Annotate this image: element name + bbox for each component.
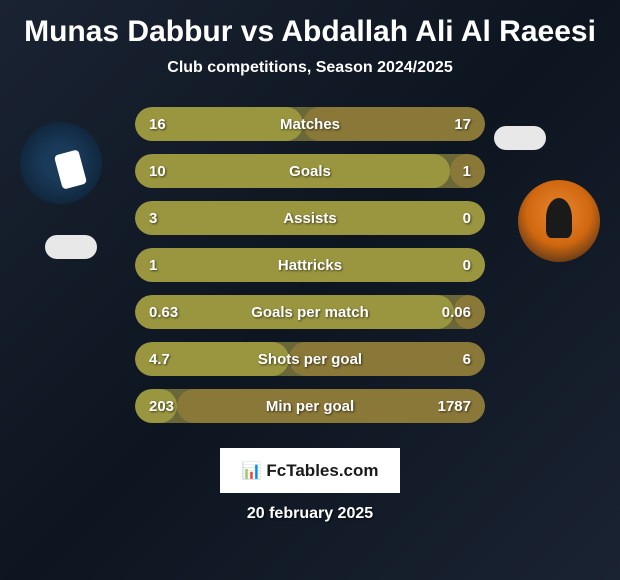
stat-bar: 0.63Goals per match0.06: [135, 295, 485, 329]
stats-list: 16Matches1710Goals13Assists01Hattricks00…: [135, 107, 485, 423]
stat-bar: 4.7Shots per goal6: [135, 342, 485, 376]
player2-avatar: [518, 180, 600, 262]
stat-right-value: 0: [463, 210, 471, 227]
stat-label: Min per goal: [135, 398, 485, 415]
fctables-logo[interactable]: 📊 FcTables.com: [220, 448, 400, 493]
comparison-container: Munas Dabbur vs Abdallah Ali Al Raeesi C…: [0, 0, 620, 580]
stat-right-value: 1: [463, 163, 471, 180]
chart-icon: 📊: [241, 461, 261, 481]
stat-bar: 16Matches17: [135, 107, 485, 141]
stat-bar: 1Hattricks0: [135, 248, 485, 282]
player1-avatar: [20, 122, 102, 204]
date-text: 20 february 2025: [20, 505, 600, 523]
player1-flag: [45, 235, 97, 259]
stat-row: 10Goals1: [135, 154, 485, 188]
stat-bar: 203Min per goal1787: [135, 389, 485, 423]
stat-bar: 10Goals1: [135, 154, 485, 188]
subtitle: Club competitions, Season 2024/2025: [20, 59, 600, 77]
stat-row: 1Hattricks0: [135, 248, 485, 282]
stat-label: Hattricks: [135, 257, 485, 274]
logo-text: FcTables.com: [266, 461, 378, 481]
stat-right-value: 6: [463, 351, 471, 368]
page-title: Munas Dabbur vs Abdallah Ali Al Raeesi: [20, 15, 600, 49]
stat-right-value: 0: [463, 257, 471, 274]
stat-row: 3Assists0: [135, 201, 485, 235]
player2-name: Abdallah Ali Al Raeesi: [281, 15, 596, 48]
stat-label: Goals per match: [135, 304, 485, 321]
stat-label: Goals: [135, 163, 485, 180]
stat-row: 0.63Goals per match0.06: [135, 295, 485, 329]
stat-bar: 3Assists0: [135, 201, 485, 235]
stat-right-value: 17: [454, 116, 471, 133]
stat-row: 16Matches17: [135, 107, 485, 141]
player1-name: Munas Dabbur: [24, 15, 232, 48]
vs-text: vs: [241, 15, 274, 48]
stat-right-value: 1787: [438, 398, 471, 415]
stat-label: Matches: [135, 116, 485, 133]
stat-row: 203Min per goal1787: [135, 389, 485, 423]
stat-label: Assists: [135, 210, 485, 227]
stat-label: Shots per goal: [135, 351, 485, 368]
player2-flag: [494, 126, 546, 150]
stat-row: 4.7Shots per goal6: [135, 342, 485, 376]
stat-right-value: 0.06: [442, 304, 471, 321]
